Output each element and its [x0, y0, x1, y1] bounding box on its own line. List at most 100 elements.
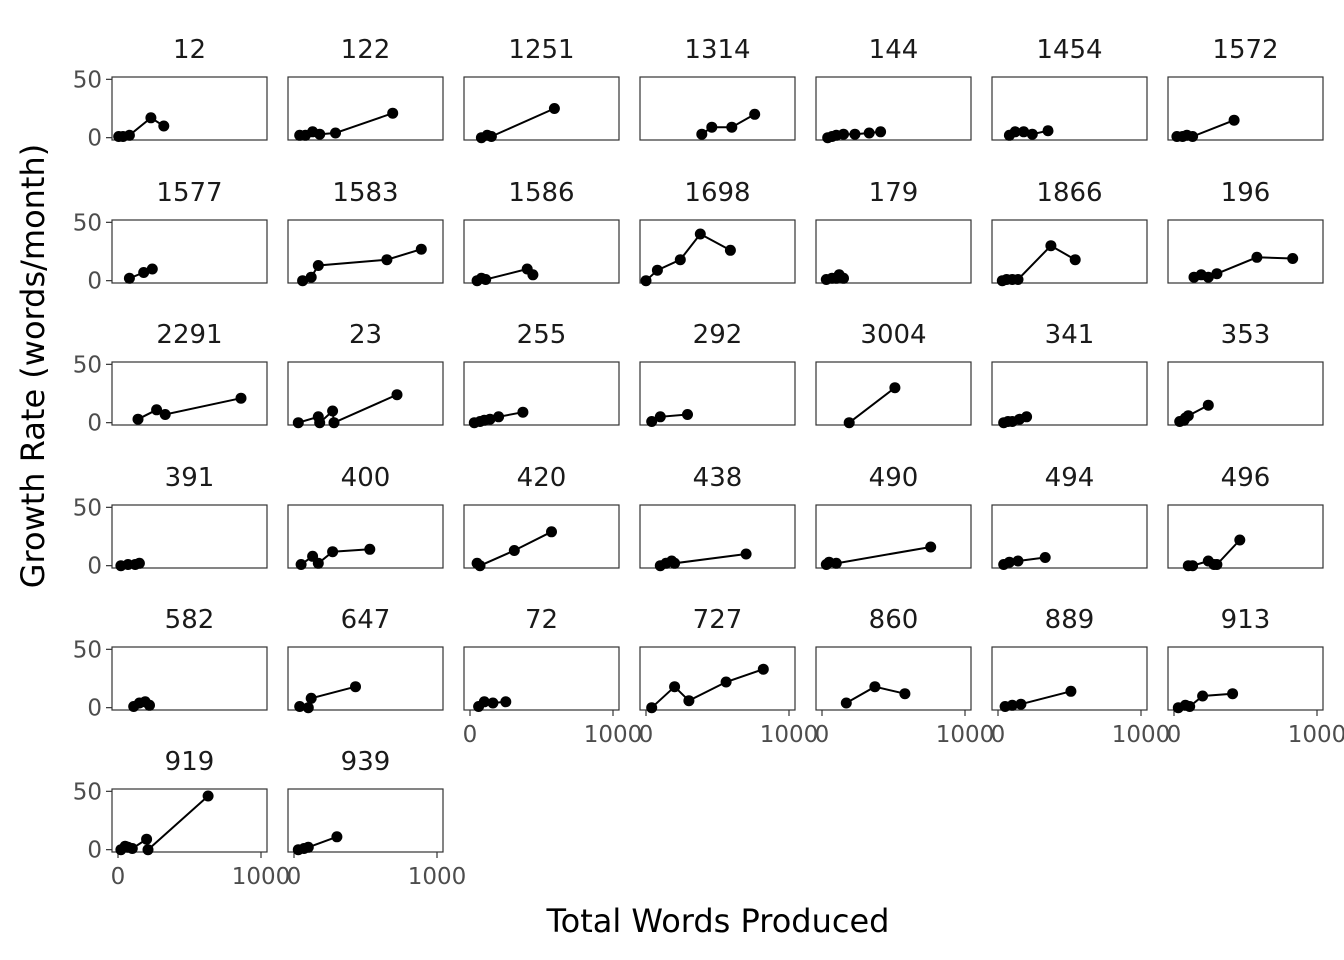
facet-panel-913: 913 0 1000 [1167, 605, 1344, 748]
panel-frame [639, 646, 796, 711]
series-line [701, 113, 756, 136]
x-tick-label: 0 [111, 864, 126, 890]
panel-frame [1167, 646, 1324, 711]
panel-frame [991, 219, 1148, 284]
y-tick-label: 50 [73, 495, 102, 521]
data-point [1003, 556, 1015, 568]
data-point [387, 107, 399, 119]
facet-label: 179 [869, 178, 919, 208]
panel-frame [991, 504, 1148, 569]
y-tick-label: 50 [73, 352, 102, 378]
data-point [1211, 559, 1223, 570]
data-point [869, 681, 881, 693]
facet-label: 727 [693, 605, 743, 635]
facet-label: 1454 [1036, 35, 1102, 65]
data-point [478, 696, 490, 708]
y-tick-label: 0 [87, 838, 102, 864]
data-point [350, 681, 361, 693]
data-point [1187, 560, 1199, 572]
data-point [838, 128, 849, 140]
x-tick-label: 0 [287, 864, 302, 890]
y-tick-label: 0 [87, 696, 102, 722]
panel-frame [991, 76, 1148, 141]
data-point [312, 557, 324, 569]
panel-frame [639, 361, 796, 426]
panel-frame [463, 504, 620, 569]
data-point [548, 103, 560, 114]
data-point [843, 417, 855, 429]
panel-frame [287, 788, 444, 853]
data-point [1228, 114, 1240, 126]
panel-frame [815, 361, 972, 426]
data-point [1065, 685, 1077, 697]
facet-panel-122: 122 [287, 35, 444, 141]
data-point [302, 841, 314, 853]
panel-frame [287, 76, 444, 141]
data-point [749, 108, 761, 120]
data-point [235, 392, 247, 404]
panel-frame [287, 504, 444, 569]
data-point [1045, 240, 1057, 252]
data-point [364, 543, 376, 555]
facet-label: 400 [341, 463, 391, 493]
data-point [500, 696, 512, 708]
data-point [1021, 411, 1033, 423]
panel-frame [287, 646, 444, 711]
y-tick-label: 50 [73, 779, 102, 805]
facet-panel-391: 391 0 50 [73, 463, 268, 580]
data-point [151, 404, 163, 416]
facet-panel-341: 341 [991, 320, 1148, 429]
data-point [651, 264, 663, 276]
facet-label: 2291 [156, 320, 222, 350]
panel-frame [463, 219, 620, 284]
data-point [838, 272, 849, 284]
data-point [1287, 253, 1299, 264]
data-point [144, 699, 155, 711]
data-point [391, 389, 403, 401]
facet-panel-400: 400 [287, 463, 444, 570]
panel-frame [463, 76, 620, 141]
facet-label: 196 [1221, 178, 1271, 208]
facet-label: 496 [1221, 463, 1271, 493]
facet-panel-647: 647 [287, 605, 444, 714]
x-tick-label: 0 [991, 722, 1006, 748]
data-point [1015, 698, 1027, 710]
series-line [651, 668, 764, 709]
data-point [328, 417, 340, 429]
data-point [1039, 552, 1051, 563]
data-point [517, 406, 529, 418]
facet-panel-23: 23 [287, 320, 444, 429]
data-point [694, 228, 706, 240]
panel-frame [815, 76, 972, 141]
data-point [669, 681, 681, 693]
data-point [1211, 268, 1223, 280]
facet-panel-196: 196 [1167, 178, 1324, 284]
facet-panel-12: 12 0 50 [73, 35, 268, 152]
facet-label: 438 [693, 463, 743, 493]
series-line [120, 795, 209, 852]
data-point [1251, 251, 1263, 263]
facet-panel-889: 889 0 1000 [991, 605, 1171, 748]
x-tick-label: 0 [463, 722, 478, 748]
facet-panel-494: 494 [991, 463, 1148, 570]
facet-label: 939 [341, 747, 391, 777]
facet-label: 919 [165, 747, 215, 777]
y-tick-label: 50 [73, 210, 102, 236]
panel-frame [111, 361, 268, 426]
data-point [485, 131, 497, 142]
panel-frame [815, 219, 972, 284]
data-point [889, 382, 901, 394]
x-tick-label: 1000 [408, 864, 467, 890]
panel-frame [815, 504, 972, 569]
facet-label: 1866 [1036, 178, 1102, 208]
data-point [302, 702, 314, 714]
data-point [305, 692, 317, 704]
data-point [830, 557, 842, 569]
data-point [1042, 125, 1054, 137]
data-point [294, 701, 306, 712]
facet-label: 913 [1221, 605, 1271, 635]
facet-panel-496: 496 [1167, 463, 1324, 572]
x-tick-label: 1000 [1288, 722, 1344, 748]
data-point [132, 413, 144, 425]
